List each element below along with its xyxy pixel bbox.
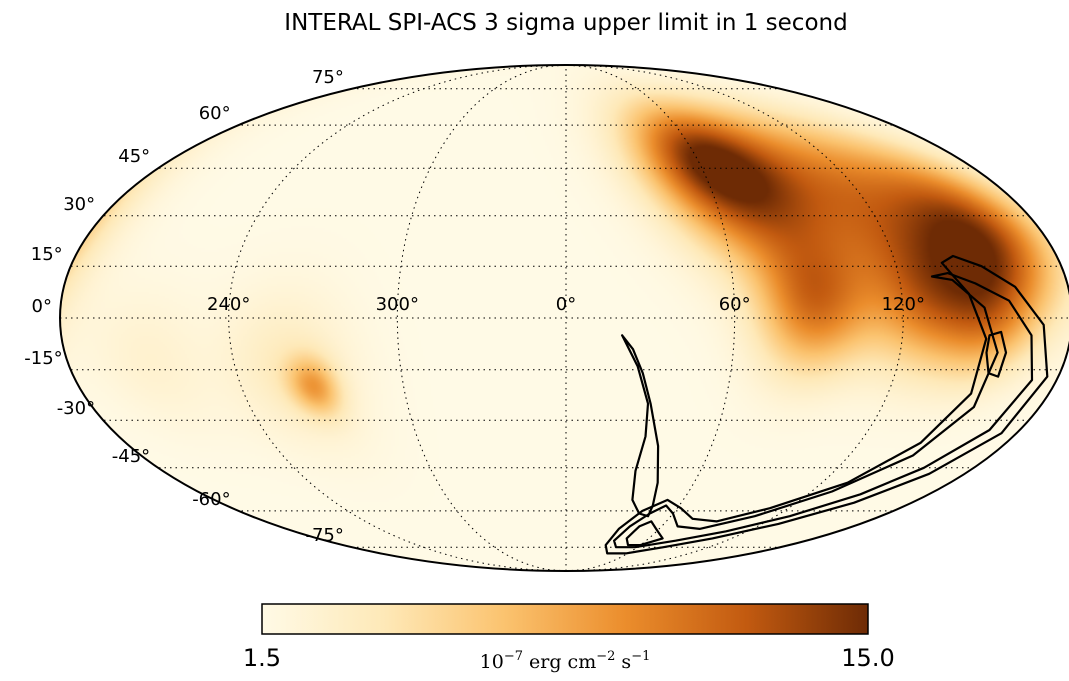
- longitude-tick-label: 120°: [882, 294, 925, 315]
- colorbar-gradient: [261, 603, 869, 635]
- latitude-tick-label: 60°: [199, 103, 231, 124]
- latitude-tick-label: -15°: [24, 348, 62, 369]
- latitude-tick-label: -60°: [192, 489, 230, 510]
- longitude-tick-label: 240°: [207, 294, 250, 315]
- heatmap-field: [60, 65, 1069, 571]
- graticule: [60, 65, 1069, 571]
- colorbar: 1.5 15.0 10−7 erg cm−2 s−1: [243, 603, 895, 673]
- longitude-labels: 120° 60° 0° 300° 240°: [207, 294, 925, 315]
- colorbar-max-label: 15.0: [841, 644, 894, 672]
- contour-line: [625, 520, 664, 547]
- latitude-tick-label: 15°: [31, 244, 63, 265]
- contour-line: [621, 334, 660, 518]
- longitude-tick-label: 0°: [556, 294, 576, 315]
- colorbar-min-label: 1.5: [243, 644, 281, 672]
- longitude-gridline: [565, 65, 736, 571]
- contour-line: [604, 254, 1049, 555]
- colorbar-unit-label: 10−7 erg cm−2 s−1: [480, 649, 651, 673]
- latitude-tick-label: -45°: [112, 446, 150, 467]
- latitude-tick-label: 30°: [63, 194, 95, 215]
- longitude-tick-label: 300°: [376, 294, 419, 315]
- contour-line: [613, 272, 1034, 549]
- sky-map-border: [59, 64, 1069, 572]
- latitude-labels: 75° 60° 45° 30° 15° 0° -15° -30° -45° -60° -75°: [24, 67, 344, 546]
- probability-contours: [604, 254, 1049, 555]
- latitude-tick-label: 0°: [32, 296, 52, 317]
- latitude-tick-label: 45°: [118, 146, 150, 167]
- longitude-tick-label: 60°: [719, 294, 751, 315]
- contour-line: [985, 330, 1008, 378]
- latitude-tick-label: -75°: [305, 525, 343, 546]
- latitude-tick-label: 75°: [312, 67, 344, 88]
- latitude-tick-label: -30°: [57, 398, 95, 419]
- chart-title: INTERAL SPI-ACS 3 sigma upper limit in 1…: [284, 10, 847, 36]
- longitude-gridline: [396, 65, 567, 571]
- sky-map-area: [60, 65, 1069, 571]
